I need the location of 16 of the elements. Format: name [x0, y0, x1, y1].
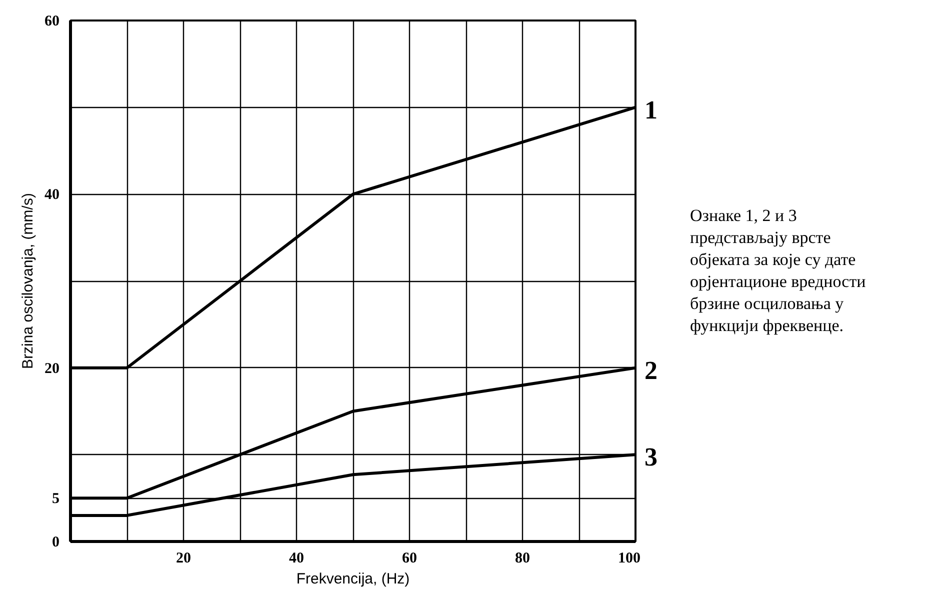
x-tick-label: 40: [289, 550, 304, 566]
x-tick-label: 80: [515, 550, 530, 566]
x-tick-label: 20: [176, 550, 191, 566]
y-tick-label: 5: [52, 491, 60, 508]
x-axis-title: Frekvencija, (Hz): [296, 570, 410, 588]
series-label: 3: [644, 442, 658, 472]
y-tick-label: 20: [44, 360, 60, 377]
y-tick-label: 60: [44, 14, 60, 30]
series-label: 2: [644, 356, 658, 385]
series-label: 1: [644, 95, 658, 124]
y-axis-title: Brzina oscilovanja, (mm/s): [20, 193, 36, 369]
x-tick-label: 100: [618, 550, 640, 566]
x-tick-label: 60: [402, 550, 417, 566]
y-tick-label: 0: [52, 534, 60, 550]
text: Ознаке 1, 2 и 3 представљају врсте објеката за које су дате орјентационе вредности брзине осциловања у функцији фреквенце.: [690, 205, 867, 338]
y-tick-label: 40: [44, 187, 60, 204]
